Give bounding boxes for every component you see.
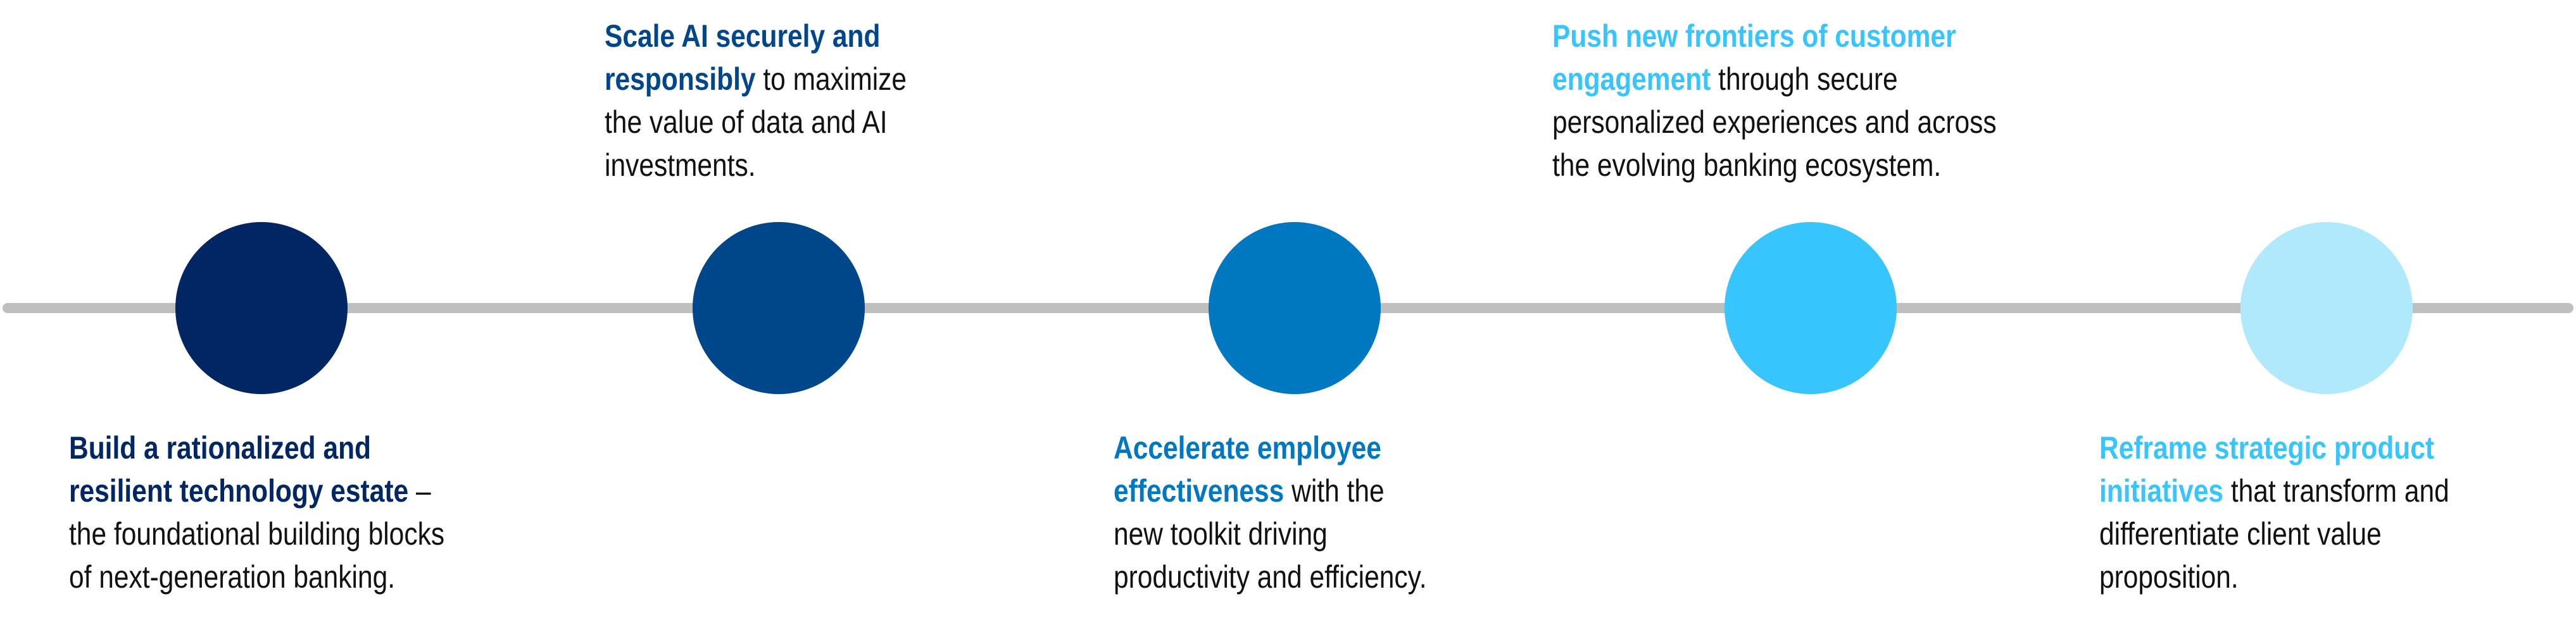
milestone-body: productivity and efficiency. <box>1114 559 1427 595</box>
milestone-body: the evolving banking ecosystem. <box>1552 147 1942 183</box>
milestone-heading: Scale AI securely and <box>605 18 881 54</box>
milestone-body: of next-generation banking. <box>69 559 396 595</box>
milestone-heading: Accelerate employee <box>1114 430 1381 466</box>
milestone-heading: effectiveness <box>1114 473 1285 509</box>
milestone-dot-3 <box>1209 222 1381 394</box>
milestone-dot-4 <box>1725 222 1897 394</box>
milestone-body: investments. <box>605 147 756 183</box>
milestone-heading: Build a rationalized and <box>69 430 372 466</box>
milestone-text-2: Scale AI securely and responsibly to max… <box>605 18 907 183</box>
milestone-body: the foundational building blocks <box>69 516 445 552</box>
milestone-text-1: Build a rationalized and resilient techn… <box>69 430 445 595</box>
milestone-body: new toolkit driving <box>1114 516 1328 552</box>
milestone-heading: Push new frontiers of customer <box>1552 18 1956 54</box>
milestone-body: the value of data and AI <box>605 104 888 140</box>
milestone-body: proposition. <box>2099 559 2239 595</box>
milestone-body: personalized experiences and across <box>1552 104 1997 140</box>
milestone-dot-2 <box>693 222 865 394</box>
milestone-heading: engagement <box>1552 61 1711 97</box>
milestone-dot-1 <box>175 222 348 394</box>
milestone-heading: initiatives <box>2099 473 2224 509</box>
milestone-text-3: Accelerate employee effectiveness with t… <box>1114 430 1427 595</box>
milestone-heading: responsibly <box>605 61 756 97</box>
milestone-dot-5 <box>2240 222 2413 394</box>
milestone-text-4: Push new frontiers of customer engagemen… <box>1552 18 1997 183</box>
milestone-heading: resilient technology estate <box>69 473 409 509</box>
milestone-body: differentiate client value <box>2099 516 2382 552</box>
milestone-text-5: Reframe strategic product initiatives th… <box>2099 430 2449 595</box>
milestone-heading: Reframe strategic product <box>2099 430 2435 466</box>
